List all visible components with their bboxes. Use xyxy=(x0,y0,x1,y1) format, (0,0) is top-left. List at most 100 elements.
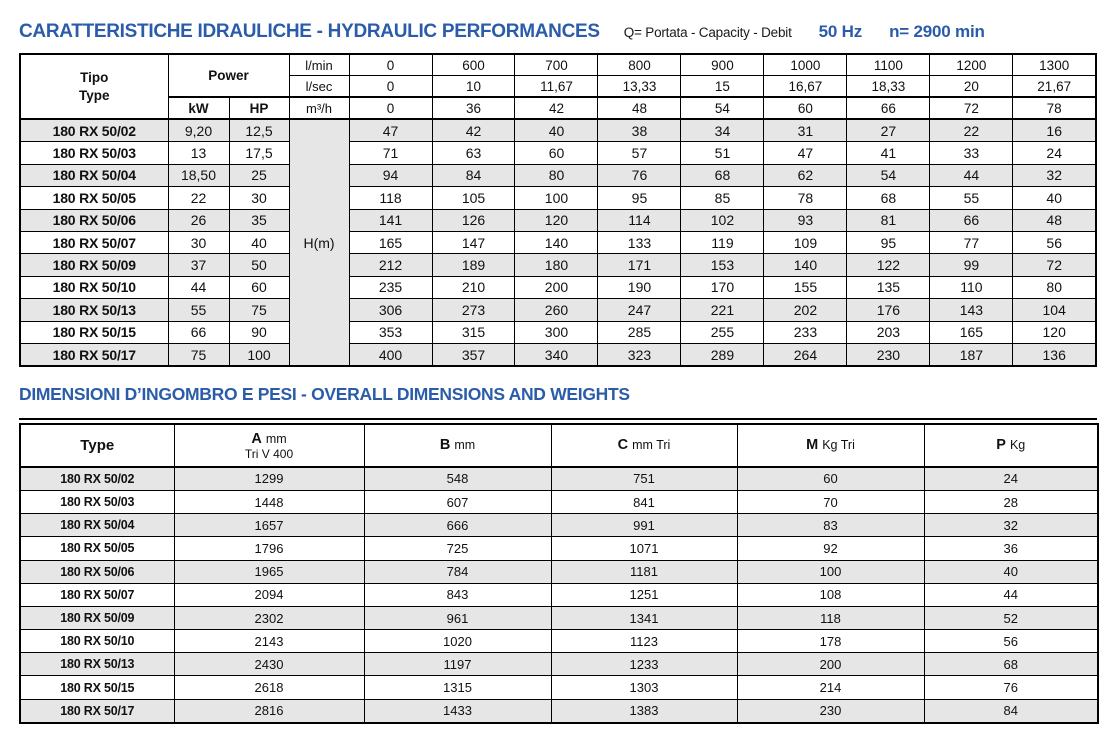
head-value-cell: 289 xyxy=(680,342,765,367)
hp-value-cell: 17,5 xyxy=(228,141,290,165)
dim-b-cell: 666 xyxy=(363,513,552,538)
hydraulic-table-wrap: Tipo Type Power l/min 0 600 700 800 900 1000 1… xyxy=(19,53,1097,368)
power-column-header: Power xyxy=(167,53,290,98)
dim-b-cell: 1020 xyxy=(363,629,552,654)
weight-p-cell: 56 xyxy=(923,629,1099,654)
head-value-cell: 54 xyxy=(846,163,931,188)
flow-value-cell: 48 xyxy=(597,96,682,120)
pump-type-cell: 180 RX 50/13 xyxy=(19,298,169,322)
head-value-cell: 109 xyxy=(763,230,848,255)
unit-cell-lsec: l/sec xyxy=(288,75,350,98)
weight-m-cell: 118 xyxy=(736,605,925,631)
head-value-cell: 118 xyxy=(348,186,433,210)
head-value-cell: 323 xyxy=(597,342,682,367)
head-value-cell: 114 xyxy=(597,208,682,232)
dim-a-cell: 2430 xyxy=(173,652,365,677)
head-value-cell: 153 xyxy=(680,253,765,277)
table-row: 180 RX 50/04 1657 666 991 83 32 xyxy=(19,513,1099,538)
table-row: 180 RX 50/02 1299 548 751 60 24 xyxy=(19,466,1099,491)
hydraulic-table-head: Tipo Type Power l/min 0 600 700 800 900 1000 1… xyxy=(19,53,1097,120)
head-value-cell: 16 xyxy=(1012,118,1097,143)
dim-a-cell: 1965 xyxy=(173,559,365,584)
hp-value-cell: 30 xyxy=(228,186,290,210)
table-row: 180 RX 50/07 30 40 165 147 140 133 119 109 95 77 56 xyxy=(19,230,1097,255)
weight-p-cell: 36 xyxy=(923,536,1099,561)
flow-value-cell: 800 xyxy=(597,53,682,76)
dim-letter-a: A xyxy=(251,430,262,447)
weight-p-cell: 44 xyxy=(923,582,1099,607)
head-value-cell: 273 xyxy=(431,298,516,322)
flow-value-cell: 1100 xyxy=(846,53,931,76)
head-value-cell: 68 xyxy=(680,163,765,188)
flow-value-cell: 78 xyxy=(1012,96,1097,120)
hp-value-cell: 75 xyxy=(228,298,290,322)
head-value-cell: 102 xyxy=(680,208,765,232)
head-value-cell: 120 xyxy=(514,208,599,232)
dim-unit-c: mm Tri xyxy=(632,438,671,453)
weight-m-cell: 83 xyxy=(736,513,925,538)
kw-value-cell: 37 xyxy=(167,253,230,277)
head-value-cell: 93 xyxy=(763,208,848,232)
weight-m-cell: 108 xyxy=(736,582,925,607)
head-value-cell: 135 xyxy=(846,275,931,300)
table-row: 180 RX 50/17 2816 1433 1383 230 84 xyxy=(19,698,1099,724)
table-row: 180 RX 50/02 9,20 12,5 H(m) 47 42 40 38 34 31 27 22… xyxy=(19,117,1097,367)
dim-b-cell: 1433 xyxy=(363,698,552,724)
head-value-cell: 140 xyxy=(763,253,848,277)
head-value-cell: 306 xyxy=(348,298,433,322)
weight-p-cell: 32 xyxy=(923,513,1099,538)
weight-m-cell: 60 xyxy=(736,466,925,491)
head-value-cell: 48 xyxy=(1012,208,1097,232)
head-value-cell: 255 xyxy=(680,320,765,344)
head-value-cell: 187 xyxy=(929,342,1014,367)
head-value-cell: 56 xyxy=(1012,230,1097,255)
dim-c-cell: 1303 xyxy=(550,675,738,700)
weight-p-cell: 52 xyxy=(923,605,1099,631)
table-row: 180 RX 50/04 18,50 25 94 84 80 76 68 62 54 44 32 xyxy=(19,163,1097,188)
head-value-cell: 38 xyxy=(597,118,682,143)
head-value-cell: 212 xyxy=(348,253,433,277)
head-value-cell: 63 xyxy=(431,141,516,165)
head-value-cell: 233 xyxy=(763,320,848,344)
kw-header: kW xyxy=(167,96,230,120)
type-column-header: Tipo Type xyxy=(19,53,169,120)
dim-col-type: Type xyxy=(19,423,175,468)
head-value-cell: 190 xyxy=(597,275,682,300)
flow-value-cell: 0 xyxy=(348,96,433,120)
weight-p-cell: 68 xyxy=(923,652,1099,677)
flow-value-cell: 54 xyxy=(680,96,765,120)
head-value-cell: 78 xyxy=(763,186,848,210)
hp-header: HP xyxy=(228,96,290,120)
dim-unit-a: mm xyxy=(265,431,287,446)
pump-type-cell: 180 RX 50/10 xyxy=(19,275,169,300)
pump-type-cell: 180 RX 50/09 xyxy=(19,253,169,277)
pump-type-cell: 180 RX 50/05 xyxy=(19,186,169,210)
weight-p-cell: 40 xyxy=(923,559,1099,584)
head-value-cell: 99 xyxy=(929,253,1014,277)
flow-value-cell: 11,67 xyxy=(514,75,599,98)
head-value-cell: 180 xyxy=(514,253,599,277)
head-value-cell: 55 xyxy=(929,186,1014,210)
flow-value-cell: 66 xyxy=(846,96,931,120)
head-value-cell: 80 xyxy=(514,163,599,188)
table-row: 180 RX 50/13 2430 1197 1233 200 68 xyxy=(19,652,1099,677)
kw-value-cell: 9,20 xyxy=(167,118,230,143)
table-row: 180 RX 50/05 1796 725 1071 92 36 xyxy=(19,536,1099,561)
hp-value-cell: 40 xyxy=(228,230,290,255)
head-unit-cell: H(m) xyxy=(288,117,350,367)
dim-b-cell: 725 xyxy=(363,536,552,561)
dim-unit-b: mm xyxy=(454,438,476,453)
kw-value-cell: 44 xyxy=(167,275,230,300)
unit-cell-lmin: l/min xyxy=(288,53,350,76)
dim-b-cell: 961 xyxy=(363,605,552,631)
pump-type-cell: 180 RX 50/02 xyxy=(19,466,175,491)
head-value-cell: 285 xyxy=(597,320,682,344)
head-value-cell: 76 xyxy=(597,163,682,188)
head-value-cell: 32 xyxy=(1012,163,1097,188)
head-value-cell: 95 xyxy=(597,186,682,210)
table-row: 180 RX 50/10 2143 1020 1123 178 56 xyxy=(19,629,1099,654)
table-row: 180 RX 50/09 2302 961 1341 118 52 xyxy=(19,605,1099,631)
